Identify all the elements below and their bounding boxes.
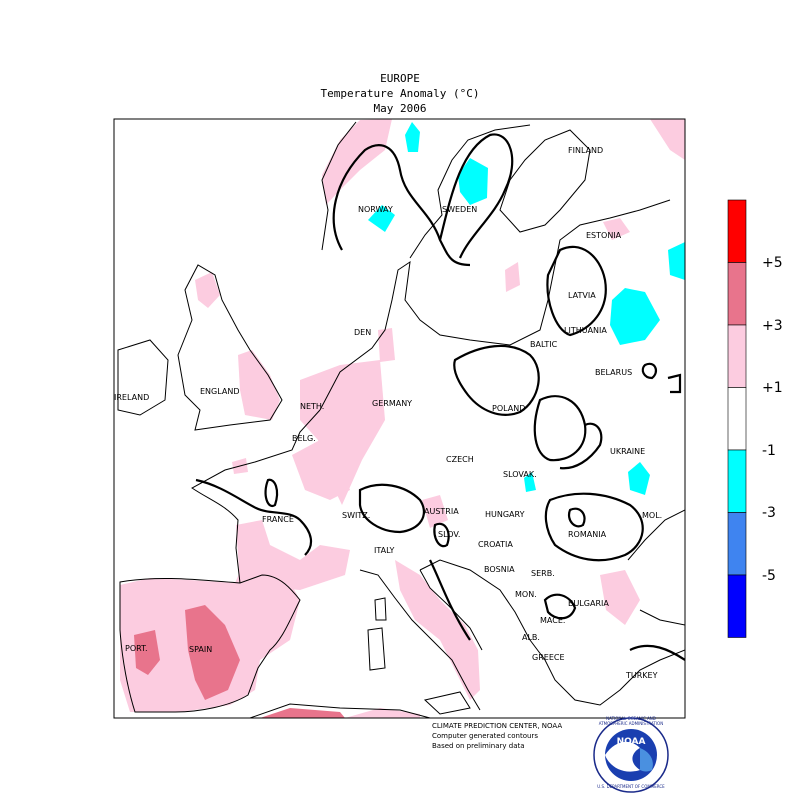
map-body: [118, 119, 685, 718]
label-switzerland: SWITZ.: [342, 511, 370, 520]
label-ireland: IRELAND: [114, 393, 149, 402]
label-slovenia: SLOV.: [438, 530, 460, 539]
anomaly-region-cold-norway-north: [405, 122, 420, 152]
label-portugal: PORT.: [125, 644, 148, 653]
legend-label-plus5: +5: [762, 255, 783, 271]
label-romania: ROMANIA: [568, 530, 607, 539]
label-spain: SPAIN: [189, 645, 212, 654]
label-estonia: ESTONIA: [586, 231, 622, 240]
contour-zero-alps: [360, 485, 424, 532]
anomaly-region-scotland: [195, 272, 220, 308]
anomaly-region-sweden-islet: [505, 262, 520, 292]
label-lithuania: LITHUANIA: [564, 326, 607, 335]
footer-data-note: Based on preliminary data: [432, 742, 525, 751]
coastline-sicily: [425, 692, 470, 714]
contour-zero-belarus-loop: [643, 364, 656, 378]
label-albania: ALB.: [522, 633, 540, 642]
label-macedonia: MACE.: [540, 616, 565, 625]
coastline-corsica: [375, 598, 386, 620]
label-england: ENGLAND: [200, 387, 240, 396]
label-belgium: BELG.: [292, 434, 316, 443]
label-baltic: BALTIC: [530, 340, 558, 349]
legend-label-minus3: -3: [762, 505, 776, 521]
footer-method: Computer generated contours: [432, 732, 538, 741]
legend-swatch-6: [728, 575, 746, 638]
anomaly-region-south-coast: [260, 708, 345, 718]
legend-swatch-0: [728, 200, 746, 263]
legend-label-plus1: +1: [762, 380, 783, 396]
label-bulgaria: BULGARIA: [568, 599, 609, 608]
label-norway: NORWAY: [358, 205, 393, 214]
footer-credit: CLIMATE PREDICTION CENTER, NOAA: [432, 722, 562, 731]
label-ukraine: UKRAINE: [610, 447, 645, 456]
legend-swatch-2: [728, 325, 746, 388]
anomaly-region-italy: [395, 560, 480, 700]
anomaly-region-cold-east: [668, 242, 685, 280]
legend-colorbar: [728, 200, 746, 638]
contour-zero-france-loop: [266, 480, 277, 506]
label-moldova: MOL.: [642, 511, 662, 520]
coastline-ireland: [118, 340, 168, 415]
contour-zero-poland: [535, 396, 586, 460]
label-france: FRANCE: [262, 515, 294, 524]
coastline-sardinia: [368, 628, 385, 670]
anomaly-region-france-sw: [236, 520, 350, 590]
label-germany: GERMANY: [372, 399, 412, 408]
label-finland: FINLAND: [568, 146, 603, 155]
noaa-logo-ring-top: NATIONAL OCEANIC AND ATMOSPHERIC ADMINIS…: [594, 716, 668, 726]
legend-label-plus3: +3: [762, 318, 783, 334]
anomaly-region-baltic-coast: [378, 328, 395, 362]
label-greece: GREECE: [532, 653, 565, 662]
legend-swatch-5: [728, 513, 746, 576]
label-czech: CZECH: [446, 455, 474, 464]
label-austria: AUSTRIA: [424, 507, 459, 516]
anomaly-region-cold-belarus: [610, 288, 660, 345]
contour-zero-belarus-hook: [668, 375, 680, 392]
label-poland: POLAND: [492, 404, 525, 413]
label-turkey: TURKEY: [625, 671, 658, 680]
noaa-logo-ring-bottom: U.S. DEPARTMENT OF COMMERCE: [594, 784, 668, 789]
label-belarus: BELARUS: [595, 368, 632, 377]
label-montenegro: MON.: [515, 590, 537, 599]
anomaly-region-nw-tip: [650, 119, 685, 160]
label-slovakia: SLOVAK.: [503, 470, 537, 479]
label-hungary: HUNGARY: [485, 510, 525, 519]
label-denmark: DEN: [354, 328, 371, 337]
legend-label-minus1: -1: [762, 443, 776, 459]
noaa-logo-text: NOAA: [612, 737, 650, 747]
contour-zero-romania: [546, 494, 643, 561]
legend-swatch-3: [728, 388, 746, 451]
anomaly-region-balkan: [600, 570, 640, 625]
anomaly-region-cold-ukraine: [628, 462, 650, 495]
noaa-logo: [594, 718, 668, 792]
legend-label-minus5: -5: [762, 568, 776, 584]
label-bosnia: BOSNIA: [484, 565, 515, 574]
anomaly-region-norway: [322, 119, 392, 205]
contour-zero-romania-loop: [569, 509, 585, 527]
label-sweden: SWEDEN: [442, 205, 477, 214]
legend-swatch-4: [728, 450, 746, 513]
coastline-black-sea: [628, 510, 685, 625]
label-croatia: CROATIA: [478, 540, 513, 549]
label-latvia: LATVIA: [568, 291, 596, 300]
label-serbia: SERB.: [531, 569, 555, 578]
label-italy: ITALY: [374, 546, 394, 555]
label-netherlands: NETH.: [300, 402, 324, 411]
legend-swatch-1: [728, 263, 746, 326]
